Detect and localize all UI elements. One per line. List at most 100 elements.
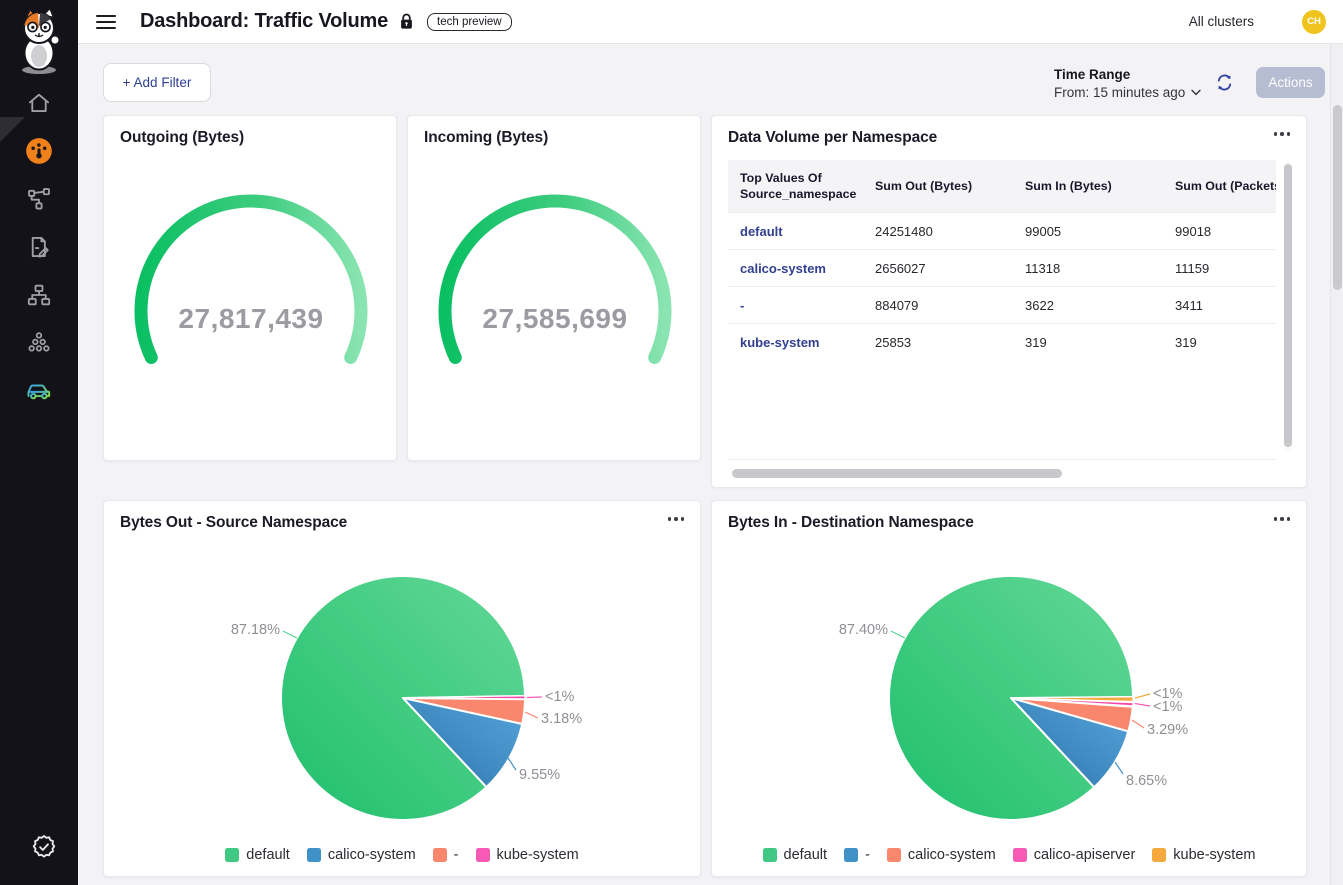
- page-title: Dashboard: Traffic Volume: [140, 10, 389, 32]
- namespace-link[interactable]: calico-system: [740, 260, 826, 276]
- cell-sum-out-packets: 99018: [1163, 212, 1276, 250]
- sidebar-item-clusters[interactable]: [19, 323, 59, 363]
- table-row: kube-system 25853 319 319: [728, 323, 1276, 361]
- legend-label: calico-apiserver: [1033, 847, 1136, 863]
- time-range-selector[interactable]: From: 15 minutes ago: [1054, 85, 1202, 100]
- policies-icon: [31, 236, 49, 258]
- legend-label: default: [783, 847, 828, 863]
- panel-outgoing-bytes: 27,817,439 Outgoing (Bytes): [103, 115, 397, 461]
- more-options-icon[interactable]: [1273, 132, 1290, 136]
- sidebar-item-dashboards[interactable]: [19, 131, 59, 171]
- legend-swatch: [225, 848, 240, 862]
- panel-incoming-bytes: 27,585,699 Incoming (Bytes): [407, 115, 701, 461]
- outgoing-gauge-chart: 27,817,439: [134, 194, 368, 364]
- legend-item[interactable]: kube-system: [475, 847, 579, 863]
- bytes-out-pie-chart: 87.18% <1% 3.18% 9.55%: [231, 575, 582, 822]
- pie-slice-calico-system[interactable]: [402, 697, 524, 789]
- table-row: - 884079 3622 3411: [728, 286, 1276, 324]
- calico-cat-logo[interactable]: [11, 4, 67, 76]
- namespace-link[interactable]: default: [740, 223, 783, 239]
- cell-sum-out-packets: 3411: [1163, 286, 1276, 324]
- legend-label: default: [246, 847, 290, 863]
- refresh-button[interactable]: [1215, 73, 1235, 93]
- panel-bytes-out-pie: Bytes Out - Source Namespace 87.18% <1% …: [103, 500, 701, 877]
- menu-hamburger-icon[interactable]: [96, 14, 116, 29]
- legend-swatch: [432, 848, 447, 862]
- namespace-link[interactable]: -: [740, 297, 745, 313]
- pie-percent-label: 9.55%: [519, 767, 560, 783]
- column-header[interactable]: Top Values Of Source_namespace: [728, 160, 863, 213]
- legend-swatch: [886, 848, 901, 862]
- legend-label: -: [865, 847, 870, 863]
- panel-title: Data Volume per Namespace: [728, 129, 938, 146]
- scrollbar-thumb[interactable]: [1284, 164, 1292, 447]
- pie-percent-label: 87.40%: [839, 622, 888, 638]
- pie-slice-kube-system[interactable]: [1010, 696, 1134, 702]
- legend-item[interactable]: default: [762, 847, 828, 863]
- panel-data-volume-table: Data Volume per Namespace Top Values Of …: [711, 115, 1307, 488]
- legend-label: kube-system: [496, 847, 579, 863]
- user-avatar[interactable]: CH: [1302, 9, 1326, 34]
- table-vertical-scrollbar: [1284, 162, 1292, 452]
- scrollbar-thumb[interactable]: [1333, 105, 1342, 290]
- legend-item[interactable]: -: [844, 847, 870, 863]
- add-filter-button[interactable]: + Add Filter: [103, 63, 211, 102]
- legend-label: -: [453, 847, 459, 863]
- legend-label: calico-system: [327, 847, 416, 863]
- incoming-gauge-chart: 27,585,699: [438, 194, 672, 364]
- legend-item[interactable]: -: [432, 847, 459, 863]
- legend-item[interactable]: kube-system: [1152, 847, 1255, 863]
- panel-bytes-in-pie: Bytes In - Destination Namespace 87.40% …: [711, 500, 1307, 877]
- table-row: default 24251480 99005 99018: [728, 212, 1276, 250]
- cell-sum-out: 884079: [863, 286, 1013, 324]
- pie-percent-label: <1%: [1153, 699, 1183, 715]
- pie-percent-label: 3.29%: [1147, 722, 1188, 738]
- legend-swatch: [762, 848, 777, 862]
- sidebar-item-service-graph[interactable]: [19, 179, 59, 219]
- sidebar-item-car[interactable]: [19, 370, 59, 410]
- pie-legend: default - calico-system calico-apiserver…: [712, 847, 1306, 863]
- cluster-selector[interactable]: All clusters: [1188, 14, 1254, 29]
- sidebar-item-home[interactable]: [19, 83, 59, 123]
- dashboards-gauge-icon: [26, 138, 52, 164]
- legend-item[interactable]: calico-apiserver: [1012, 847, 1136, 863]
- more-options-icon[interactable]: [1273, 517, 1290, 521]
- home-icon: [28, 93, 50, 112]
- lock-icon: [400, 13, 413, 30]
- namespace-link[interactable]: kube-system: [740, 335, 820, 350]
- legend-item[interactable]: calico-system: [306, 847, 416, 863]
- legend-swatch: [475, 848, 490, 862]
- sidebar-item-verified[interactable]: [24, 827, 64, 867]
- legend-label: kube-system: [1173, 847, 1256, 863]
- legend-swatch: [844, 848, 859, 862]
- column-header[interactable]: Sum In (Bytes): [1013, 160, 1163, 213]
- column-header[interactable]: Sum Out (Packets): [1163, 160, 1276, 213]
- legend-item[interactable]: calico-system: [886, 847, 996, 863]
- sidebar-corner-decoration: [0, 117, 25, 142]
- legend-swatch: [1152, 848, 1167, 862]
- pie-percent-label: <1%: [545, 689, 575, 705]
- cell-sum-in: 319: [1013, 323, 1163, 361]
- scrollbar-thumb[interactable]: [732, 469, 1062, 478]
- actions-button[interactable]: Actions: [1256, 67, 1325, 98]
- topbar: Dashboard: Traffic Volume tech preview A…: [78, 0, 1343, 44]
- sidebar-item-policies[interactable]: [19, 227, 59, 267]
- bytes-in-pie-chart: 87.40% <1% <1% 3.29% 8.65%: [839, 574, 1188, 821]
- more-options-icon[interactable]: [667, 517, 684, 521]
- page-scrollbar: [1330, 44, 1343, 885]
- table-horizontal-scrollbar: [728, 469, 1276, 478]
- legend-item[interactable]: default: [225, 847, 290, 863]
- sidebar-item-network[interactable]: [19, 275, 59, 315]
- column-header[interactable]: Sum Out (Bytes): [863, 160, 1013, 213]
- time-range: Time Range From: 15 minutes ago: [1054, 67, 1202, 100]
- cell-sum-out: 25853: [863, 323, 1013, 361]
- car-icon: [27, 384, 51, 400]
- pie-slice-dash[interactable]: [1010, 697, 1130, 789]
- verified-badge-icon: [32, 835, 56, 858]
- time-range-label: Time Range: [1054, 67, 1131, 82]
- clusters-icon: [28, 332, 50, 352]
- service-graph-icon: [28, 188, 50, 210]
- refresh-icon: [1217, 74, 1232, 91]
- pie-percent-label: 3.18%: [541, 711, 582, 727]
- table-row: calico-system 2656027 11318 11159: [728, 249, 1276, 287]
